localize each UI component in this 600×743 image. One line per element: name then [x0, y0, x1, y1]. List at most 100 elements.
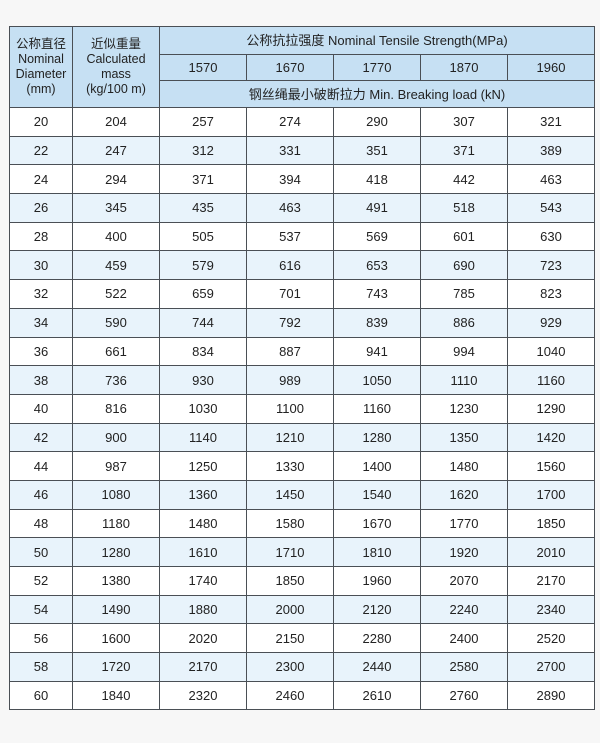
diameter-cell: 20 [9, 107, 73, 137]
breaking-load-cell: 653 [333, 250, 421, 281]
header-text: 近似重量 [90, 37, 141, 51]
breaking-load-cell: 886 [420, 307, 508, 338]
breaking-load-cell: 616 [246, 250, 334, 281]
breaking-load-cell: 2520 [506, 623, 596, 654]
breaking-load-cell: 1160 [506, 365, 596, 395]
mass-cell: 661 [72, 336, 160, 367]
breaking-load-cell: 2020 [159, 623, 247, 654]
diameter-cell: 28 [9, 221, 73, 252]
mass-cell: 522 [72, 279, 160, 309]
breaking-load-cell: 1450 [246, 479, 334, 510]
mass-cell: 459 [72, 250, 160, 281]
breaking-load-cell: 331 [246, 135, 334, 166]
breaking-load-cell: 941 [333, 336, 421, 367]
header-calculated-mass: 近似重量 Calculated mass (kg/100 m) [72, 26, 160, 108]
table-row: 22 247 312 331 351 371 389 [9, 135, 596, 166]
header-nominal-diameter: 公称直径 Nominal Diameter (mm) [9, 26, 73, 108]
table-row: 54 1490 1880 2000 2120 2240 2340 [9, 594, 596, 625]
header-grade-1960: 1960 [506, 54, 596, 81]
breaking-load-cell: 1960 [333, 566, 421, 596]
mass-cell: 1380 [72, 566, 160, 596]
breaking-load-cell: 2300 [246, 652, 334, 682]
breaking-load-cell: 834 [159, 336, 247, 367]
breaking-load-cell: 690 [420, 250, 508, 281]
breaking-load-cell: 312 [159, 135, 247, 166]
breaking-load-cell: 418 [333, 164, 421, 195]
breaking-load-cell: 929 [506, 307, 596, 338]
breaking-load-cell: 887 [246, 336, 334, 367]
breaking-load-cell: 2400 [420, 623, 508, 654]
table-row: 42 900 1140 1210 1280 1350 1420 [9, 422, 596, 453]
breaking-load-cell: 2070 [420, 566, 508, 596]
mass-cell: 1720 [72, 652, 160, 682]
breaking-load-cell: 543 [506, 193, 596, 223]
breaking-load-cell: 351 [333, 135, 421, 166]
header-text: (kg/100 m) [86, 82, 146, 96]
breaking-load-cell: 1480 [159, 508, 247, 539]
diameter-cell: 40 [9, 393, 73, 424]
header-text: (mm) [26, 82, 56, 96]
table-row: 40 816 1030 1100 1160 1230 1290 [9, 393, 596, 424]
diameter-cell: 26 [9, 193, 73, 223]
breaking-load-cell: 1110 [420, 365, 508, 395]
breaking-load-cell: 1540 [333, 479, 421, 510]
breaking-load-cell: 537 [246, 221, 334, 252]
diameter-cell: 42 [9, 422, 73, 453]
breaking-load-cell: 2460 [246, 680, 334, 711]
diameter-cell: 34 [9, 307, 73, 338]
header-grade-1770: 1770 [333, 54, 421, 81]
breaking-load-cell: 930 [159, 365, 247, 395]
breaking-load-cell: 1290 [506, 393, 596, 424]
mass-cell: 400 [72, 221, 160, 252]
table-row: 36 661 834 887 941 994 1040 [9, 336, 596, 367]
breaking-load-cell: 1360 [159, 479, 247, 510]
header-tensile-strength: 公称抗拉强度 Nominal Tensile Strength(MPa) [158, 26, 596, 55]
breaking-load-cell: 2000 [246, 594, 334, 625]
breaking-load-cell: 989 [246, 365, 334, 395]
diameter-cell: 24 [9, 164, 73, 195]
wire-rope-breaking-load-table: 公称直径 Nominal Diameter (mm) 近似重量 Calculat… [9, 26, 596, 711]
mass-cell: 1280 [72, 537, 160, 567]
breaking-load-cell: 307 [420, 107, 508, 137]
mass-cell: 204 [72, 107, 160, 137]
table-row: 52 1380 1740 1850 1960 2070 2170 [9, 566, 596, 596]
breaking-load-cell: 792 [246, 307, 334, 338]
table-row: 20 204 257 274 290 307 321 [9, 107, 596, 137]
diameter-cell: 44 [9, 451, 73, 481]
breaking-load-cell: 2440 [333, 652, 421, 682]
breaking-load-cell: 442 [420, 164, 508, 195]
breaking-load-cell: 290 [333, 107, 421, 137]
diameter-cell: 50 [9, 537, 73, 567]
table-row: 58 1720 2170 2300 2440 2580 2700 [9, 652, 596, 682]
breaking-load-cell: 701 [246, 279, 334, 309]
diameter-cell: 58 [9, 652, 73, 682]
breaking-load-cell: 2240 [420, 594, 508, 625]
mass-cell: 1180 [72, 508, 160, 539]
table-row: 56 1600 2020 2150 2280 2400 2520 [9, 623, 596, 654]
breaking-load-cell: 257 [159, 107, 247, 137]
diameter-cell: 30 [9, 250, 73, 281]
header-grade-1570: 1570 [159, 54, 247, 81]
diameter-cell: 60 [9, 680, 73, 711]
header-breaking-load: 钢丝绳最小破断拉力 Min. Breaking load (kN) [158, 80, 596, 108]
breaking-load-cell: 1280 [333, 422, 421, 453]
mass-cell: 247 [72, 135, 160, 166]
breaking-load-cell: 601 [420, 221, 508, 252]
breaking-load-cell: 1740 [159, 566, 247, 596]
breaking-load-cell: 1250 [159, 451, 247, 481]
breaking-load-cell: 994 [420, 336, 508, 367]
breaking-load-cell: 463 [506, 164, 596, 195]
breaking-load-cell: 2320 [159, 680, 247, 711]
breaking-load-cell: 569 [333, 221, 421, 252]
breaking-load-cell: 2280 [333, 623, 421, 654]
breaking-load-cell: 2170 [159, 652, 247, 682]
breaking-load-cell: 1230 [420, 393, 508, 424]
table-row: 46 1080 1360 1450 1540 1620 1700 [9, 479, 596, 510]
breaking-load-cell: 1560 [506, 451, 596, 481]
header-grade-1670: 1670 [246, 54, 334, 81]
breaking-load-cell: 2120 [333, 594, 421, 625]
table-row: 28 400 505 537 569 601 630 [9, 221, 596, 252]
breaking-load-cell: 389 [506, 135, 596, 166]
mass-cell: 816 [72, 393, 160, 424]
